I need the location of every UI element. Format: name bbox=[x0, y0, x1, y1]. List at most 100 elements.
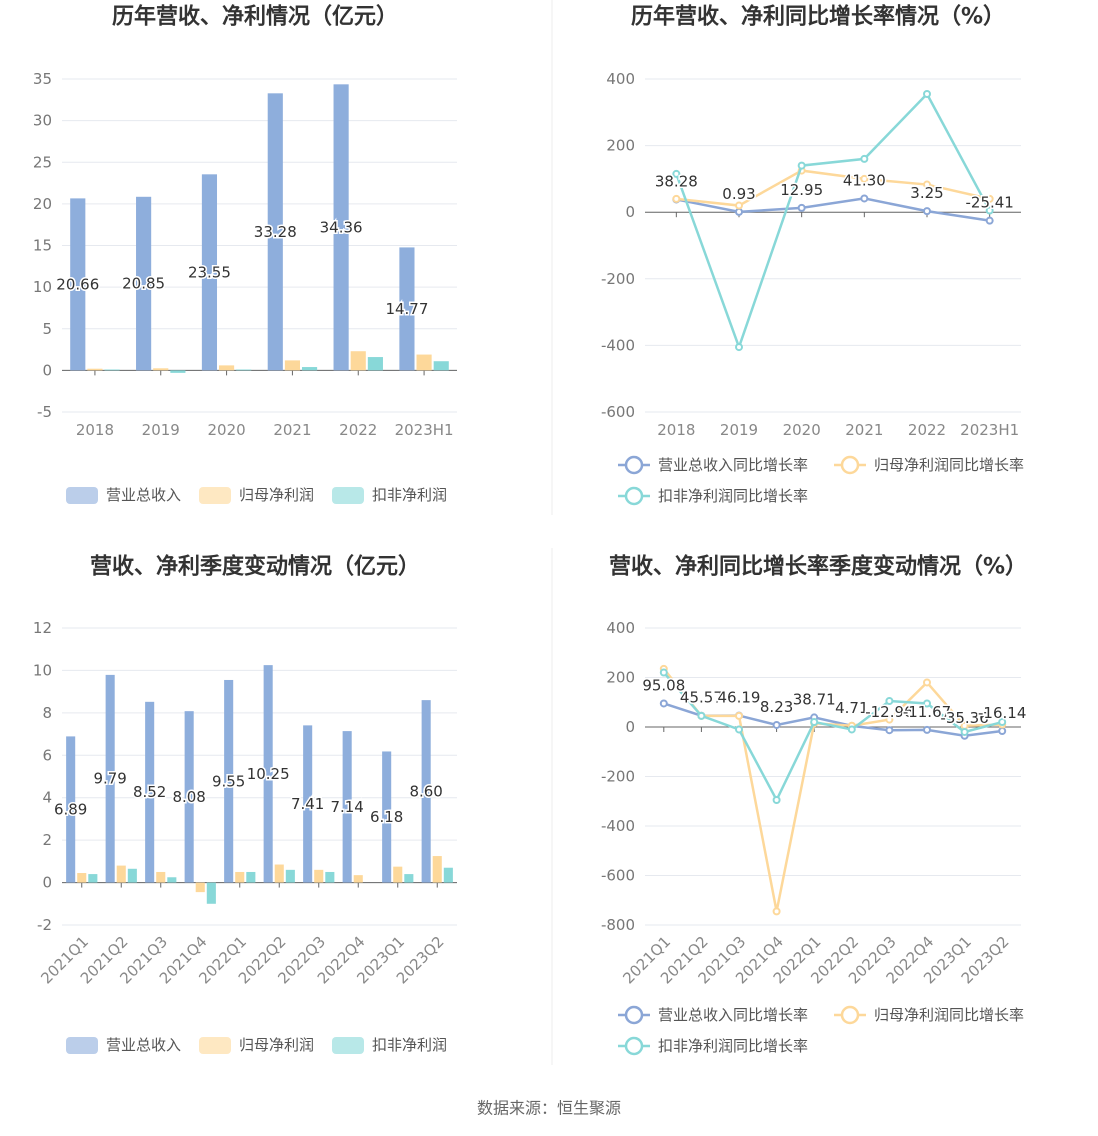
legend-swatch bbox=[624, 455, 644, 475]
legend-label: 归母净利润同比增长率 bbox=[874, 456, 1024, 474]
data-label: -12.96 bbox=[865, 703, 913, 721]
y-tick-label: 200 bbox=[606, 669, 635, 687]
point bbox=[672, 194, 681, 203]
bar bbox=[235, 871, 245, 883]
legend-swatch bbox=[66, 1037, 98, 1054]
x-tick-label: 2019 bbox=[720, 421, 758, 439]
data-label: 10.25 bbox=[247, 765, 290, 783]
bar bbox=[285, 869, 295, 883]
point bbox=[923, 180, 931, 189]
point bbox=[797, 203, 806, 212]
data-label: 8.08 bbox=[172, 788, 205, 806]
y-tick-label: 0 bbox=[42, 361, 52, 379]
legend-label: 归母净利润 bbox=[239, 1036, 314, 1054]
data-label: 8.23 bbox=[760, 698, 793, 716]
bar bbox=[367, 357, 383, 371]
bar bbox=[153, 368, 169, 371]
data-label: 6.89 bbox=[54, 800, 87, 818]
data-label: 7.41 bbox=[291, 795, 324, 813]
bar bbox=[87, 368, 103, 371]
data-label: 34.36 bbox=[320, 218, 363, 236]
point bbox=[885, 697, 894, 706]
x-tick-label: 2020 bbox=[207, 421, 245, 439]
bar bbox=[443, 867, 453, 883]
data-label: 4.71 bbox=[835, 699, 868, 717]
data-label: 3.25 bbox=[910, 184, 943, 202]
x-tick-label: 2021 bbox=[845, 421, 883, 439]
bar bbox=[314, 869, 324, 883]
legend-swatch bbox=[840, 455, 860, 475]
bar bbox=[393, 866, 403, 883]
line bbox=[662, 671, 1003, 803]
x-tick-label: 2022 bbox=[339, 421, 377, 439]
point bbox=[735, 207, 743, 216]
x-tick-label: 2023H1 bbox=[960, 421, 1019, 439]
data-label: 41.30 bbox=[843, 171, 886, 189]
bar bbox=[201, 174, 218, 371]
point bbox=[998, 718, 1007, 727]
data-label: 8.52 bbox=[133, 783, 166, 801]
source: 数据来源：恒生聚源 bbox=[477, 1099, 621, 1118]
bar bbox=[206, 882, 216, 904]
x-tick-label: 2018 bbox=[76, 421, 114, 439]
bar bbox=[156, 871, 166, 883]
legend-swatch bbox=[840, 1005, 860, 1025]
y-tick-label: 25 bbox=[33, 153, 52, 171]
y-tick-label: 2 bbox=[42, 831, 52, 849]
bar bbox=[224, 679, 234, 883]
data-label: 38.28 bbox=[655, 172, 698, 190]
y-tick-label: -600 bbox=[601, 403, 635, 421]
y-tick-label: 30 bbox=[33, 112, 52, 130]
bar bbox=[219, 365, 235, 371]
y-tick-label: 10 bbox=[33, 661, 52, 679]
point bbox=[847, 725, 856, 734]
y-tick-label: 12 bbox=[33, 619, 52, 637]
point bbox=[735, 725, 743, 734]
point bbox=[797, 161, 806, 170]
data-label: 46.19 bbox=[718, 689, 761, 707]
bar bbox=[301, 367, 318, 371]
y-tick-label: -5 bbox=[37, 403, 52, 421]
point bbox=[735, 201, 743, 210]
legend-swatch bbox=[199, 487, 231, 504]
data-label: 8.60 bbox=[409, 782, 442, 800]
data-label: 14.77 bbox=[385, 300, 428, 318]
x-tick-label: 2022 bbox=[908, 421, 946, 439]
x-tick-label: 2018 bbox=[657, 421, 695, 439]
bar bbox=[353, 875, 363, 883]
bar bbox=[342, 731, 352, 883]
point bbox=[772, 720, 781, 729]
point bbox=[860, 154, 869, 163]
point bbox=[985, 194, 994, 203]
y-tick-label: 8 bbox=[42, 704, 52, 722]
data-label: 45.57 bbox=[680, 689, 723, 707]
data-label: 6.18 bbox=[370, 808, 403, 826]
point bbox=[885, 715, 894, 724]
point bbox=[772, 907, 781, 916]
bar bbox=[66, 736, 76, 883]
y-tick-label: 0 bbox=[625, 203, 635, 221]
y-tick-label: 6 bbox=[42, 746, 52, 764]
y-tick-label: 0 bbox=[625, 718, 635, 736]
legend-label: 扣非净利润同比增长率 bbox=[658, 1037, 808, 1055]
bar bbox=[236, 369, 252, 371]
bar bbox=[416, 354, 432, 371]
point bbox=[960, 727, 969, 736]
x-tick-label: 2023H1 bbox=[395, 421, 454, 439]
bar bbox=[136, 196, 152, 371]
point bbox=[923, 207, 931, 216]
bar bbox=[145, 701, 155, 883]
data-label: 20.66 bbox=[56, 275, 99, 293]
legend-label: 扣非净利润 bbox=[372, 486, 447, 504]
y-tick-label: -400 bbox=[601, 817, 635, 835]
point bbox=[998, 726, 1007, 735]
legend-label: 扣非净利润同比增长率 bbox=[658, 487, 808, 505]
data-label: 23.55 bbox=[188, 263, 231, 281]
chart-title: 历年营收、净利情况（亿元） bbox=[112, 4, 398, 30]
bar bbox=[104, 369, 120, 371]
point bbox=[860, 174, 869, 183]
point bbox=[659, 668, 668, 677]
y-tick-label: 400 bbox=[606, 619, 635, 637]
bar bbox=[284, 360, 300, 371]
legend-label: 归母净利润同比增长率 bbox=[874, 1006, 1024, 1024]
